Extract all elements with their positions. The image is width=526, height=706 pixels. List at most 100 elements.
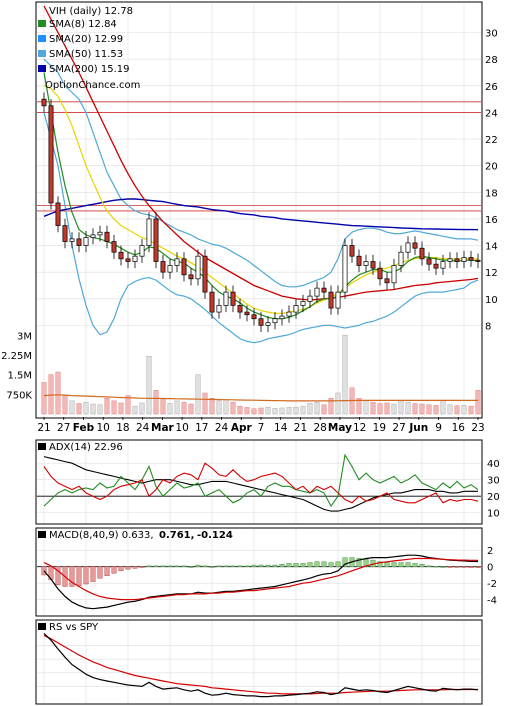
volume-bar [55,371,61,415]
candle-body [153,218,159,262]
macd-histogram-bar [314,561,320,567]
candle-body [356,255,362,266]
macd-histogram-bar [419,563,425,567]
adx-axis-tick: 20 [487,492,500,503]
price-axis-tick: 20 [485,162,498,173]
rs-swatch [38,623,46,630]
legend-sma200-label: SMA(200) 15.19 [49,64,130,75]
candle-body [265,322,271,326]
macd-histogram-bar [125,566,131,570]
macd-histogram-bar [342,557,348,567]
macd-signal-line [43,557,479,601]
macd-histogram-bar [475,566,481,569]
volume-bar [167,403,173,415]
macd-histogram-bar [111,566,117,574]
candle-body [90,234,96,238]
volume-bar [97,404,103,415]
sma200-line [43,198,479,231]
volume-bar [202,392,208,415]
macd-histogram-bar [307,562,313,567]
volume-bar [216,400,222,415]
bollinger-upper-line [43,58,479,288]
candle-body [461,257,467,262]
volume-bar [440,400,446,415]
macd-histogram-bar [461,566,467,568]
candle-body [258,318,264,326]
volume-axis-tick: 1.5M [7,371,32,382]
date-axis-label: Jun [408,422,428,434]
candle-body [237,305,243,313]
macd-line [43,554,479,610]
macd-histogram-bar [174,565,180,567]
candle-body [398,251,404,266]
volume-average-line [43,394,478,402]
macd-hist-value: -0.124 [197,530,233,541]
volume-bar [335,392,341,415]
volume-bar [293,406,299,415]
volume-bar [69,400,75,415]
legend-sma50-label: SMA(50) 11.53 [49,49,123,60]
macd-histogram-bar [447,566,453,568]
macd-histogram-bar [69,566,75,587]
candle-body [377,267,383,280]
macd-title: MACD(8,40,9) 0.633, [49,530,154,541]
candle-body [111,241,117,253]
date-axis-label: 27 [392,422,405,434]
date-axis-label: 10 [96,422,109,434]
macd-histogram-bar [118,566,124,572]
volume-bar [104,398,110,415]
volume-bar [139,402,145,415]
macd-histogram-bar [321,561,327,567]
candle-body [167,265,173,273]
macd-axis-tick: -4 [487,596,497,607]
candle-body [293,305,299,313]
price-axis-tick: 16 [485,215,498,226]
price-axis-tick: 24 [485,108,498,119]
price-panel-frame [35,1,483,419]
candle-body [349,245,355,257]
volume-bar [377,403,383,415]
macd-axis-tick: 0 [487,563,493,574]
volume-bar [209,398,215,415]
rs-panel-frame [35,619,483,705]
adx-axis-tick: 30 [487,476,500,487]
legend-sma20-label: SMA(20) 12.99 [49,34,123,45]
candle-body [447,258,453,262]
macd-histogram-bar [223,565,229,567]
volume-bar [258,407,264,415]
macd-histogram-bar [146,565,152,567]
date-axis-label: May [328,422,352,434]
candle-body [328,291,334,309]
watermark: OptionChance.com [45,80,140,91]
macd-histogram-bar [398,562,404,567]
volume-bar [146,356,152,415]
macd-histogram-bar [412,563,418,567]
adx-axis-tick: 10 [487,509,500,520]
candle-body [223,291,229,306]
volume-bar [244,407,250,415]
candle-body [104,231,110,242]
macd-histogram-bar [258,564,264,567]
volume-bar [272,407,278,415]
volume-bar [125,395,131,415]
date-axis-label: 16 [452,422,466,434]
volume-bar [363,400,369,415]
candle-body [216,305,222,313]
macd-histogram-bar [272,564,278,567]
macd-histogram-bar [139,566,145,568]
macd-histogram-bar [90,566,96,582]
date-axis-label: Apr [231,422,253,434]
macd-histogram-bar [83,566,89,585]
sma50-line [43,5,479,301]
macd-histogram-bar [195,564,201,567]
volume-bar [454,405,460,415]
candle-body [475,259,481,262]
volume-bar [188,403,194,415]
volume-bar [405,401,411,415]
volume-bar [468,405,474,415]
macd-histogram-bar [237,565,243,567]
macd-histogram-bar [286,563,292,567]
volume-bar [426,404,432,415]
candle-body [440,261,446,269]
date-axis-label: 17 [195,422,208,434]
